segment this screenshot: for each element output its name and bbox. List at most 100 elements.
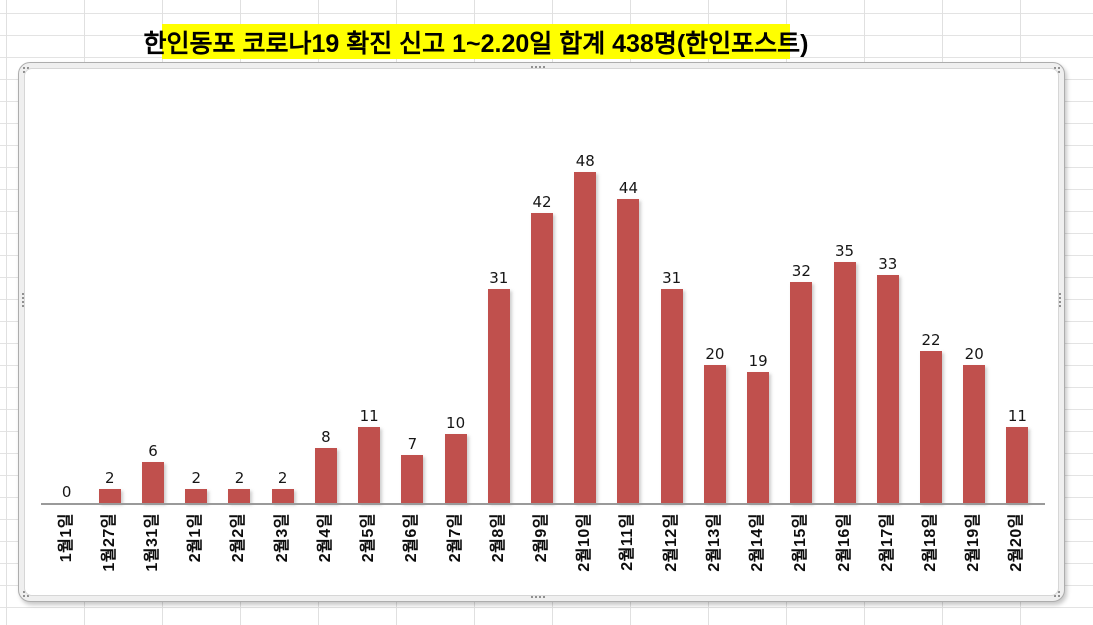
x-tick-label: 2월9일 [533,513,551,563]
bar-value-label: 22 [921,331,941,350]
x-tick-label: 2월12일 [662,513,680,572]
selection-handle-bottom-center[interactable] [531,596,533,598]
bar[interactable] [98,489,121,503]
x-tick-label: 2월10일 [576,513,594,572]
bar-value-label: 32 [791,262,811,281]
bar-value-label: 20 [705,345,725,363]
bar-value-label: 11 [1007,407,1027,426]
bar-column: 19 [737,77,780,503]
x-tick-label: 2월13일 [705,513,723,572]
x-tick: 2월11일 [607,509,650,599]
bar[interactable] [228,489,251,503]
x-tick-label: 1월27일 [100,513,118,572]
bar[interactable] [833,261,856,503]
bar-column: 20 [953,77,996,503]
bar-value-label: 10 [446,414,466,432]
selection-handle-top-left[interactable] [23,67,25,69]
x-tick: 1월1일 [45,509,88,599]
x-tick: 2월4일 [304,509,347,599]
selection-handle-top-center[interactable] [531,66,533,68]
x-tick-label: 2월11일 [619,513,637,571]
x-tick-label: 2월16일 [835,513,853,572]
bar[interactable] [747,371,770,503]
chart-plot-area[interactable]: 0 2 6 2 2 2 8 11 7 10 31 42 48 44 31 20 19 32 35 33 22 20 11 1… [24,68,1059,596]
x-tick: 2월5일 [348,509,391,599]
x-tick: 2월20일 [996,509,1039,599]
bar-column: 11 [996,77,1039,503]
x-tick-label: 1월31일 [144,513,162,572]
bar[interactable] [271,489,294,503]
bar[interactable] [487,289,510,503]
bar[interactable] [185,489,208,503]
chart-object-frame[interactable]: 0 2 6 2 2 2 8 11 7 10 31 42 48 44 31 20 19 32 35 33 22 20 11 1… [18,62,1065,602]
bar[interactable] [444,434,467,503]
bar-value-label: 6 [148,441,158,460]
x-tick: 2월17일 [866,509,909,599]
bar[interactable] [617,199,640,503]
x-tick: 2월3일 [261,509,304,599]
x-tick: 2월2일 [218,509,261,599]
x-tick-label: 2월20일 [1008,513,1026,572]
bar-value-label: 44 [618,179,638,198]
selection-handle-right-center[interactable] [1059,293,1061,295]
bar-column: 2 [218,77,261,503]
x-tick: 2월19일 [953,509,996,599]
x-tick-label: 2월8일 [489,513,507,563]
selection-handle-left-center[interactable] [22,293,24,295]
x-tick-label: 2월1일 [187,513,205,563]
chart-title-cell[interactable]: 한인동포 코로나19 확진 신고 1~2.20일 합계 438명(한인포스트) [144,24,809,59]
bar-value-label: 42 [532,193,552,212]
x-tick: 2월13일 [693,509,736,599]
x-tick-label: 2월17일 [878,513,896,572]
bar-column: 31 [650,77,693,503]
bar-column: 22 [909,77,952,503]
bar-value-label: 31 [662,269,682,288]
x-tick-label: 2월19일 [965,513,983,572]
bar-column: 0 [45,77,88,503]
plot-columns: 0 2 6 2 2 2 8 11 7 10 31 42 48 44 31 20 19 32 35 33 22 20 11 [45,77,1039,503]
x-tick-label: 1월1일 [57,513,75,563]
bar-value-label: 2 [277,469,288,488]
bar[interactable] [660,289,683,503]
x-tick: 1월31일 [131,509,174,599]
bar-column: 48 [564,77,607,503]
x-tick-label: 2월5일 [360,513,378,563]
bar-column: 31 [477,77,520,503]
bar[interactable] [790,282,813,503]
x-tick-label: 2월7일 [446,513,464,563]
bar[interactable] [1006,427,1029,503]
bar[interactable] [963,365,986,503]
bar[interactable] [401,454,424,503]
bar-value-label: 33 [878,255,898,274]
bar[interactable] [574,171,597,503]
bar-value-label: 0 [61,483,72,501]
selection-handle-bottom-left[interactable] [23,591,25,593]
bar[interactable] [531,213,554,503]
x-tick: 2월10일 [564,509,607,599]
bar-column: 2 [175,77,218,503]
bar[interactable] [919,351,942,503]
bar-column: 20 [693,77,736,503]
x-tick-label: 2월3일 [273,513,291,563]
bar-value-label: 31 [489,269,509,288]
x-tick-label: 2월18일 [921,513,939,572]
bar[interactable] [703,365,726,503]
bar-column: 8 [304,77,347,503]
bar-value-label: 20 [964,345,984,363]
bar[interactable] [358,427,381,503]
x-tick: 2월12일 [650,509,693,599]
bar[interactable] [876,275,899,503]
x-tick-label: 2월15일 [792,513,810,572]
x-axis-ticks: 1월1일 1월27일 1월31일 2월1일 2월2일 2월3일 2월4일 2월5일 2월6일 2월… [45,509,1039,599]
bar-value-label: 8 [321,427,331,446]
bar[interactable] [142,461,165,503]
bar[interactable] [314,447,337,503]
bar-column: 7 [391,77,434,503]
x-tick: 2월15일 [780,509,823,599]
x-tick-label: 2월6일 [403,513,421,563]
selection-handle-top-right[interactable] [1054,67,1056,69]
x-tick: 1월27일 [88,509,131,599]
x-tick: 2월9일 [520,509,563,599]
bar-column: 11 [348,77,391,503]
x-tick: 2월8일 [477,509,520,599]
